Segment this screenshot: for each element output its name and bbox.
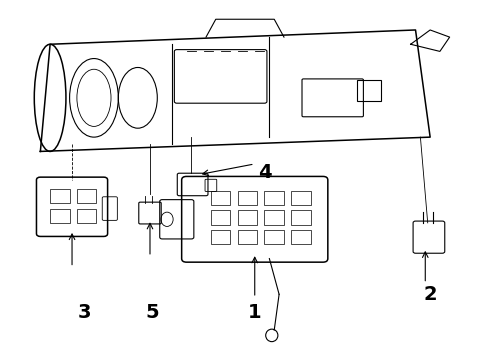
Bar [77,189,97,203]
Bar [211,191,230,205]
Bar [291,210,311,225]
Bar [238,230,257,244]
Text: 2: 2 [423,285,437,304]
Bar [265,210,284,225]
Bar [50,189,70,203]
Bar [291,230,311,244]
Bar [50,208,70,223]
Text: 1: 1 [248,303,262,322]
Bar [265,230,284,244]
Bar [238,210,257,225]
Bar [238,191,257,205]
Bar [291,191,311,205]
Text: 4: 4 [258,163,271,183]
Bar [265,191,284,205]
Bar [211,230,230,244]
Bar [357,80,381,102]
Bar [211,210,230,225]
Text: 3: 3 [77,303,91,322]
Bar [77,208,97,223]
Text: 5: 5 [146,303,159,322]
